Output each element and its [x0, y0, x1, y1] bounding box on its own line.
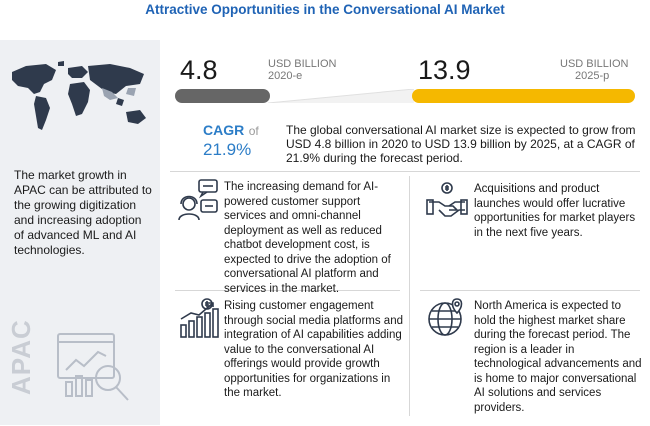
cagr-label: CAGR — [203, 122, 245, 138]
page-title: Attractive Opportunities in the Conversa… — [145, 2, 505, 17]
apac-label: APAC — [6, 319, 36, 395]
unit-2020-line2: 2020-e — [268, 70, 303, 82]
divider — [420, 290, 640, 291]
customer-support-icon — [178, 179, 218, 221]
bar-connector — [268, 89, 414, 103]
divider — [409, 176, 410, 416]
market-description: The global conversational AI market size… — [286, 123, 636, 165]
bar-2020 — [175, 89, 270, 103]
cagr-value: 21.9% — [203, 140, 252, 159]
box-acquisition-text: Acquisitions and product launches would … — [474, 183, 636, 239]
unit-2025-line2: 2025-p — [575, 70, 610, 82]
unit-2020-line1: USD BILLION — [268, 58, 337, 70]
world-map-icon — [12, 61, 146, 130]
growth-chart-icon — [180, 298, 219, 338]
globe-location-icon — [428, 298, 463, 336]
divider — [175, 290, 400, 291]
bar-2025 — [412, 89, 635, 103]
divider — [170, 171, 640, 172]
value-2025: 13.9 — [418, 55, 471, 85]
box-north-america-text: North America is expected to hold the hi… — [474, 300, 642, 414]
acquisition-handshake-icon — [426, 182, 468, 217]
box-customer-support-text: The increasing demand for AI-powered cus… — [224, 181, 391, 295]
cagr-of: of — [248, 124, 259, 138]
apac-description: The market growth in APAC can be attribu… — [14, 168, 152, 257]
box-growth-text: Rising customer engagement through socia… — [224, 300, 403, 399]
data-analysis-icon — [57, 333, 129, 401]
cagr-heading: CAGR of — [203, 122, 259, 140]
value-2020: 4.8 — [180, 55, 218, 85]
unit-2025-line1: USD BILLION — [560, 58, 629, 70]
